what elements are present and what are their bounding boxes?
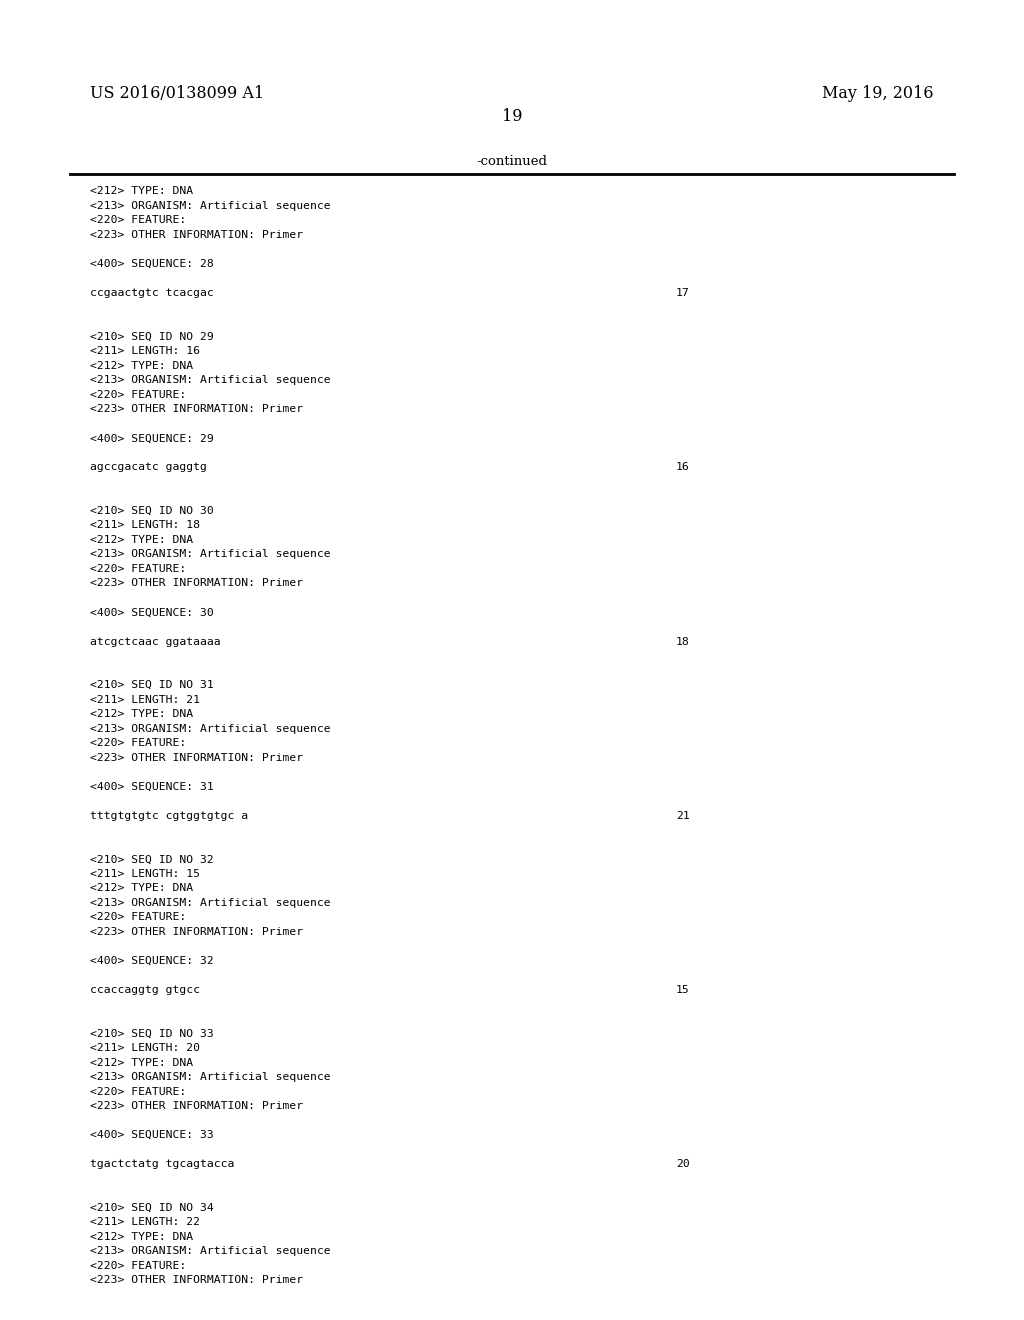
- Text: <213> ORGANISM: Artificial sequence: <213> ORGANISM: Artificial sequence: [90, 549, 331, 560]
- Text: <212> TYPE: DNA: <212> TYPE: DNA: [90, 709, 194, 719]
- Text: <212> TYPE: DNA: <212> TYPE: DNA: [90, 360, 194, 371]
- Text: <220> FEATURE:: <220> FEATURE:: [90, 912, 186, 923]
- Text: <223> OTHER INFORMATION: Primer: <223> OTHER INFORMATION: Primer: [90, 1275, 303, 1286]
- Text: <223> OTHER INFORMATION: Primer: <223> OTHER INFORMATION: Primer: [90, 1101, 303, 1111]
- Text: 18: 18: [676, 636, 689, 647]
- Text: <211> LENGTH: 22: <211> LENGTH: 22: [90, 1217, 200, 1228]
- Text: <223> OTHER INFORMATION: Primer: <223> OTHER INFORMATION: Primer: [90, 230, 303, 240]
- Text: <223> OTHER INFORMATION: Primer: <223> OTHER INFORMATION: Primer: [90, 927, 303, 937]
- Text: <220> FEATURE:: <220> FEATURE:: [90, 564, 186, 574]
- Text: <212> TYPE: DNA: <212> TYPE: DNA: [90, 1057, 194, 1068]
- Text: <211> LENGTH: 20: <211> LENGTH: 20: [90, 1043, 200, 1053]
- Text: <210> SEQ ID NO 29: <210> SEQ ID NO 29: [90, 331, 214, 342]
- Text: <220> FEATURE:: <220> FEATURE:: [90, 215, 186, 226]
- Text: US 2016/0138099 A1: US 2016/0138099 A1: [90, 86, 264, 102]
- Text: <212> TYPE: DNA: <212> TYPE: DNA: [90, 535, 194, 545]
- Text: <220> FEATURE:: <220> FEATURE:: [90, 738, 186, 748]
- Text: <212> TYPE: DNA: <212> TYPE: DNA: [90, 186, 194, 197]
- Text: <211> LENGTH: 18: <211> LENGTH: 18: [90, 520, 200, 531]
- Text: agccgacatc gaggtg: agccgacatc gaggtg: [90, 462, 207, 473]
- Text: <210> SEQ ID NO 30: <210> SEQ ID NO 30: [90, 506, 214, 516]
- Text: <213> ORGANISM: Artificial sequence: <213> ORGANISM: Artificial sequence: [90, 723, 331, 734]
- Text: -continued: -continued: [476, 154, 548, 168]
- Text: <400> SEQUENCE: 33: <400> SEQUENCE: 33: [90, 1130, 214, 1140]
- Text: <400> SEQUENCE: 32: <400> SEQUENCE: 32: [90, 956, 214, 966]
- Text: <400> SEQUENCE: 31: <400> SEQUENCE: 31: [90, 781, 214, 792]
- Text: <223> OTHER INFORMATION: Primer: <223> OTHER INFORMATION: Primer: [90, 752, 303, 763]
- Text: 19: 19: [502, 108, 522, 124]
- Text: tgactctatg tgcagtacca: tgactctatg tgcagtacca: [90, 1159, 234, 1170]
- Text: <400> SEQUENCE: 29: <400> SEQUENCE: 29: [90, 433, 214, 444]
- Text: <211> LENGTH: 16: <211> LENGTH: 16: [90, 346, 200, 356]
- Text: atcgctcaac ggataaaa: atcgctcaac ggataaaa: [90, 636, 221, 647]
- Text: <220> FEATURE:: <220> FEATURE:: [90, 389, 186, 400]
- Text: 21: 21: [676, 810, 689, 821]
- Text: <223> OTHER INFORMATION: Primer: <223> OTHER INFORMATION: Primer: [90, 578, 303, 589]
- Text: <212> TYPE: DNA: <212> TYPE: DNA: [90, 1232, 194, 1242]
- Text: <213> ORGANISM: Artificial sequence: <213> ORGANISM: Artificial sequence: [90, 201, 331, 211]
- Text: <211> LENGTH: 21: <211> LENGTH: 21: [90, 694, 200, 705]
- Text: <210> SEQ ID NO 33: <210> SEQ ID NO 33: [90, 1028, 214, 1039]
- Text: <213> ORGANISM: Artificial sequence: <213> ORGANISM: Artificial sequence: [90, 898, 331, 908]
- Text: <213> ORGANISM: Artificial sequence: <213> ORGANISM: Artificial sequence: [90, 1072, 331, 1082]
- Text: <220> FEATURE:: <220> FEATURE:: [90, 1086, 186, 1097]
- Text: <213> ORGANISM: Artificial sequence: <213> ORGANISM: Artificial sequence: [90, 1246, 331, 1257]
- Text: <210> SEQ ID NO 32: <210> SEQ ID NO 32: [90, 854, 214, 865]
- Text: tttgtgtgtc cgtggtgtgc a: tttgtgtgtc cgtggtgtgc a: [90, 810, 248, 821]
- Text: ccaccaggtg gtgcc: ccaccaggtg gtgcc: [90, 985, 200, 995]
- Text: <210> SEQ ID NO 31: <210> SEQ ID NO 31: [90, 680, 214, 690]
- Text: <223> OTHER INFORMATION: Primer: <223> OTHER INFORMATION: Primer: [90, 404, 303, 414]
- Text: <212> TYPE: DNA: <212> TYPE: DNA: [90, 883, 194, 894]
- Text: <400> SEQUENCE: 30: <400> SEQUENCE: 30: [90, 607, 214, 618]
- Text: May 19, 2016: May 19, 2016: [822, 86, 934, 102]
- Text: <211> LENGTH: 15: <211> LENGTH: 15: [90, 869, 200, 879]
- Text: <400> SEQUENCE: 28: <400> SEQUENCE: 28: [90, 259, 214, 269]
- Text: 16: 16: [676, 462, 689, 473]
- Text: 20: 20: [676, 1159, 689, 1170]
- Text: 15: 15: [676, 985, 689, 995]
- Text: 17: 17: [676, 288, 689, 298]
- Text: ccgaactgtc tcacgac: ccgaactgtc tcacgac: [90, 288, 214, 298]
- Text: <220> FEATURE:: <220> FEATURE:: [90, 1261, 186, 1271]
- Text: <213> ORGANISM: Artificial sequence: <213> ORGANISM: Artificial sequence: [90, 375, 331, 385]
- Text: <210> SEQ ID NO 34: <210> SEQ ID NO 34: [90, 1203, 214, 1213]
